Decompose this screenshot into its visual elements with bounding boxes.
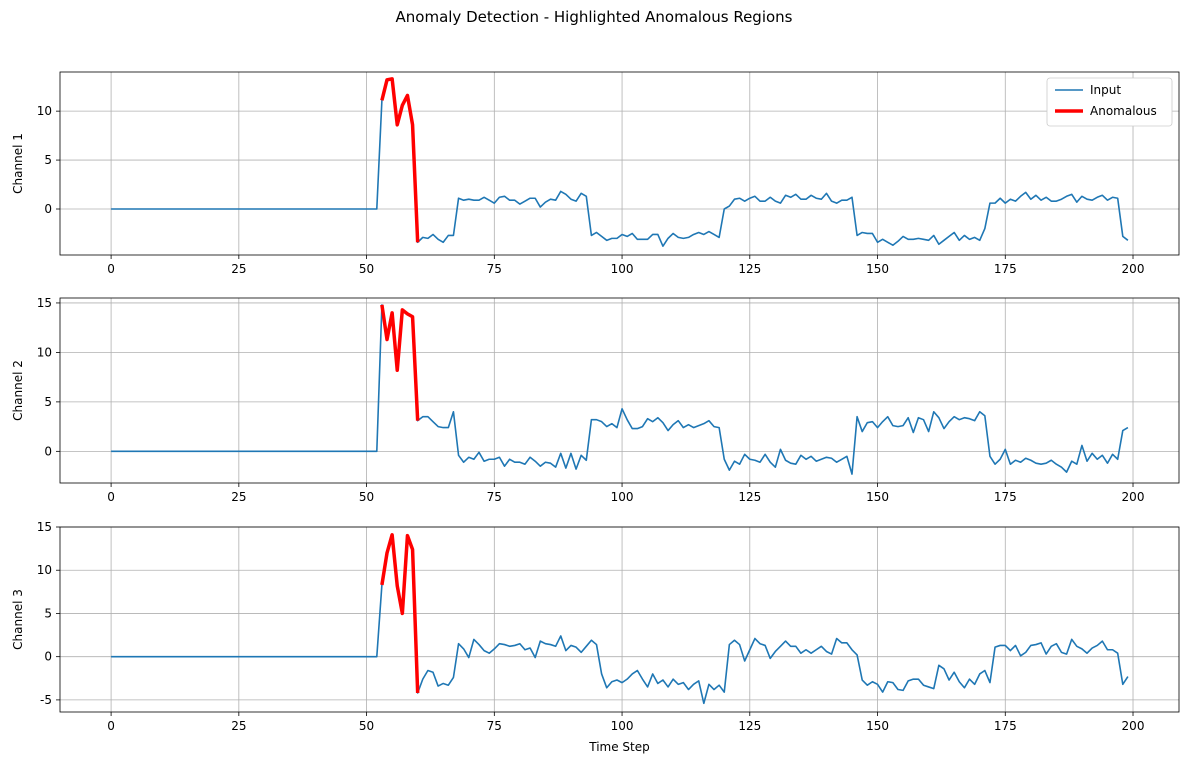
series-anomalous-line bbox=[380, 533, 420, 694]
y-tick-label: 10 bbox=[37, 563, 52, 577]
x-tick-label: 75 bbox=[487, 262, 502, 276]
x-tick-label: 25 bbox=[231, 262, 246, 276]
y-tick-label: 10 bbox=[37, 104, 52, 118]
subplot-channel-3: 0 25 50 75 100 125 150 175 200 -5 0 5 10 15 Channel 3 T… bbox=[11, 520, 1180, 754]
x-tick-label: 200 bbox=[1122, 262, 1145, 276]
y-tick-label: 5 bbox=[44, 395, 52, 409]
y-tick-label: 15 bbox=[37, 520, 52, 534]
x-tick-label: 150 bbox=[866, 719, 889, 733]
subplot-channel-1: 0 25 50 75 100 125 150 175 200 0 5 10 Channel 1 Input… bbox=[11, 71, 1180, 276]
x-tick-label: 125 bbox=[738, 719, 761, 733]
x-tick-label: 0 bbox=[107, 262, 115, 276]
y-axis-label: Channel 2 bbox=[11, 360, 25, 421]
x-tick-label: 175 bbox=[994, 490, 1017, 504]
series-input-line bbox=[111, 533, 1129, 705]
legend: Input Anomalous bbox=[1046, 77, 1173, 127]
series-anomalous-line bbox=[380, 77, 420, 243]
figure-title: Anomaly Detection - Highlighted Anomalou… bbox=[396, 8, 793, 26]
x-tick-label: 150 bbox=[866, 262, 889, 276]
x-tick-label: 125 bbox=[738, 262, 761, 276]
x-tick-label: 200 bbox=[1122, 490, 1145, 504]
y-tick-label: 0 bbox=[44, 444, 52, 458]
axes-frame bbox=[59, 297, 1180, 484]
y-tick-label: 5 bbox=[44, 153, 52, 167]
y-tick-label: -5 bbox=[40, 693, 52, 707]
series-anomalous-line bbox=[380, 304, 420, 421]
x-tick-label: 0 bbox=[107, 490, 115, 504]
y-tick-label: 5 bbox=[44, 606, 52, 620]
x-axis-label: Time Step bbox=[588, 740, 650, 754]
y-tick-label: 0 bbox=[44, 650, 52, 664]
axes-frame bbox=[59, 526, 1180, 713]
x-tick-label: 175 bbox=[994, 719, 1017, 733]
x-tick-label: 175 bbox=[994, 262, 1017, 276]
series-input-line bbox=[111, 78, 1129, 247]
x-tick-label: 25 bbox=[231, 490, 246, 504]
legend-input-label: Input bbox=[1090, 83, 1121, 97]
series-input-line bbox=[111, 304, 1129, 475]
axes-frame bbox=[59, 71, 1180, 256]
x-tick-label: 50 bbox=[359, 262, 374, 276]
x-tick-label: 25 bbox=[231, 719, 246, 733]
y-tick-label: 0 bbox=[44, 202, 52, 216]
y-axis-label: Channel 3 bbox=[11, 589, 25, 650]
y-tick-label: 15 bbox=[37, 296, 52, 310]
x-tick-label: 0 bbox=[107, 719, 115, 733]
y-tick-label: 10 bbox=[37, 345, 52, 359]
y-axis-label: Channel 1 bbox=[11, 133, 25, 194]
x-tick-label: 200 bbox=[1122, 719, 1145, 733]
x-tick-label: 75 bbox=[487, 490, 502, 504]
subplot-channel-2: 0 25 50 75 100 125 150 175 200 0 5 10 15 Channel 2 bbox=[11, 296, 1180, 504]
x-tick-label: 100 bbox=[611, 719, 634, 733]
x-tick-label: 125 bbox=[738, 490, 761, 504]
x-tick-label: 100 bbox=[611, 262, 634, 276]
x-tick-label: 50 bbox=[359, 490, 374, 504]
x-tick-label: 75 bbox=[487, 719, 502, 733]
x-tick-label: 50 bbox=[359, 719, 374, 733]
x-tick-label: 100 bbox=[611, 490, 634, 504]
x-tick-label: 150 bbox=[866, 490, 889, 504]
legend-anomalous-label: Anomalous bbox=[1090, 104, 1157, 118]
